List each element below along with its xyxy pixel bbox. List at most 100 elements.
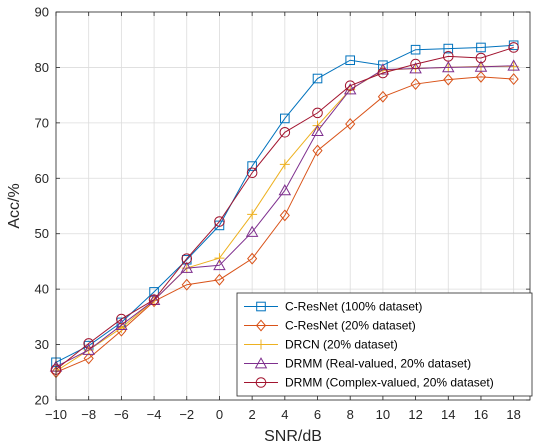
legend-entry: C-ResNet (20% dataset): [244, 319, 416, 333]
x-tick-label: 4: [281, 407, 288, 422]
legend-label: DRCN (20% dataset): [285, 338, 398, 352]
x-tick-label: 6: [314, 407, 321, 422]
legend-box: [236, 292, 533, 397]
x-tick-label: 0: [216, 407, 223, 422]
legend-entry: C-ResNet (100% dataset): [244, 300, 422, 314]
data-point: [410, 58, 421, 70]
legend-marker: [256, 339, 266, 350]
data-point: [377, 67, 389, 79]
legend-marker: [256, 301, 266, 312]
data-point: [410, 44, 421, 55]
x-tick-label: −4: [147, 407, 162, 422]
series-line: [55, 76, 514, 373]
data-point: [180, 261, 194, 273]
x-tick-label: −6: [114, 407, 129, 422]
x-tick-label: 10: [376, 407, 390, 422]
data-point: [181, 253, 193, 264]
y-tick-label: 70: [35, 115, 49, 130]
data-point: [148, 294, 160, 305]
data-point: [442, 51, 454, 62]
data-point: [83, 352, 94, 365]
x-tick-label: 14: [441, 407, 455, 422]
series-line: [55, 46, 514, 370]
data-point: [345, 117, 356, 130]
data-point: [279, 209, 290, 222]
x-axis-label: SNR/dB: [264, 428, 322, 445]
data-point: [214, 216, 225, 227]
data-point: [377, 90, 388, 103]
data-point: [475, 70, 487, 83]
data-point: [246, 167, 258, 179]
data-point: [115, 318, 128, 330]
data-point: [279, 126, 291, 138]
y-tick-label: 60: [35, 171, 49, 186]
data-point: [181, 278, 192, 291]
data-point: [410, 78, 421, 91]
data-point: [443, 73, 454, 86]
y-tick-label: 40: [35, 282, 49, 297]
tick-labels: −10 −8 −6 −4 −2 0 2 4 6 8 10 12 14 16 18 20 30 40 50 60 70 80…: [35, 5, 521, 423]
legend-entry: DRCN (20% dataset): [244, 338, 398, 352]
data-point: [116, 324, 127, 337]
data-point: [247, 161, 257, 171]
series-4: [49, 59, 520, 372]
data-point: [213, 258, 226, 271]
data-point: [343, 83, 357, 95]
data-point: [475, 52, 487, 64]
y-tick-label: 90: [35, 5, 49, 20]
data-point: [82, 343, 95, 355]
legend: C-ResNet (100% dataset) C-ResNet (20% dat…: [236, 292, 533, 397]
x-tick-label: 12: [408, 407, 422, 422]
legend-marker: [255, 377, 267, 388]
y-tick-label: 20: [35, 393, 49, 408]
legend-label: DRMM (Complex-valued, 20% dataset): [285, 376, 494, 390]
y-tick-label: 30: [35, 337, 49, 352]
data-series: [49, 40, 520, 379]
legend-entry: DRMM (Complex-valued, 20% dataset): [244, 376, 494, 390]
data-point: [214, 253, 225, 264]
legend-marker: [255, 319, 267, 332]
data-point: [312, 73, 323, 84]
plot-border: [55, 11, 531, 401]
data-point: [280, 113, 290, 124]
legend-label: DRMM (Real-valued, 20% dataset): [285, 357, 471, 371]
series-2: [50, 70, 519, 379]
data-point: [312, 144, 323, 157]
legend-entry: DRMM (Real-valued, 20% dataset): [244, 357, 471, 371]
data-point: [474, 60, 488, 72]
x-tick-label: 16: [474, 407, 488, 422]
data-point: [247, 209, 258, 220]
legend-label: C-ResNet (100% dataset): [285, 300, 422, 314]
data-point: [83, 338, 94, 349]
x-tick-label: 2: [249, 407, 256, 422]
y-tick-label: 80: [35, 60, 49, 75]
x-tick-label: 8: [347, 407, 354, 422]
data-point: [116, 313, 127, 325]
data-point: [442, 60, 455, 73]
data-point: [279, 159, 290, 170]
data-point: [443, 43, 454, 54]
series-line: [55, 65, 514, 368]
data-point: [345, 55, 356, 66]
x-tick-label: −10: [45, 407, 67, 422]
data-point: [214, 273, 225, 286]
data-point: [247, 252, 258, 265]
x-tick-label: −8: [81, 407, 96, 422]
data-point: [312, 107, 323, 119]
data-point: [344, 80, 356, 92]
data-point: [245, 225, 259, 237]
x-tick-label: 18: [506, 407, 520, 422]
data-point: [476, 42, 486, 53]
data-point: [278, 184, 292, 196]
data-point: [311, 124, 324, 136]
y-tick-label: 50: [35, 226, 49, 241]
y-axis-label: Acc/%: [6, 183, 23, 228]
x-tick-label: −2: [179, 407, 194, 422]
series-5: [50, 42, 519, 375]
data-point: [508, 73, 519, 86]
data-point: [507, 59, 520, 71]
legend-label: C-ResNet (20% dataset): [285, 319, 416, 333]
data-point: [508, 42, 519, 53]
legend-marker: [254, 357, 268, 369]
